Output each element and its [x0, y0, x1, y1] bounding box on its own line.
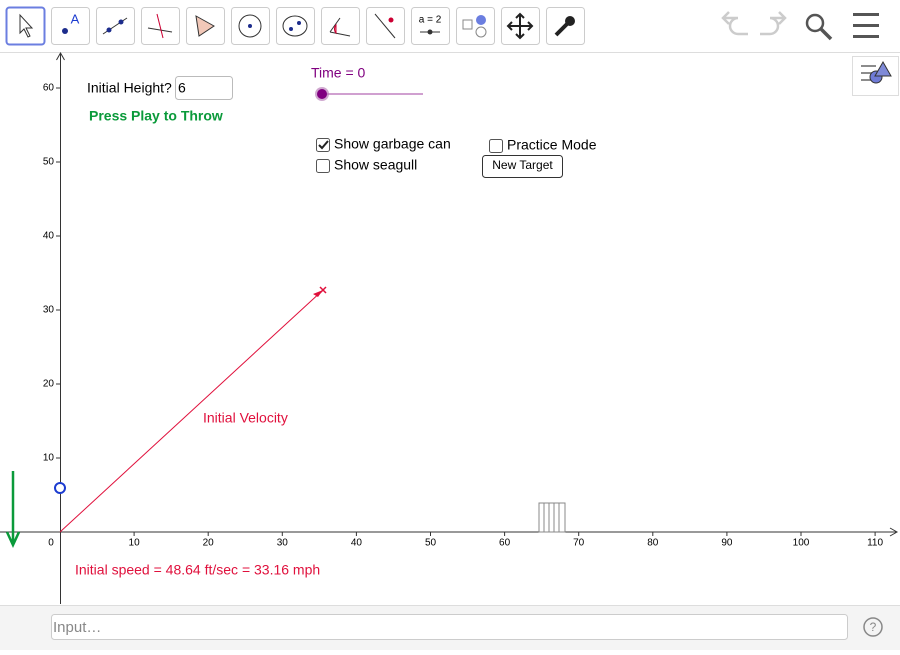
x-tick-label: 60: [499, 538, 511, 549]
y-tick-label: 20: [43, 379, 55, 390]
icon-part: [238, 14, 262, 38]
x-tick-label: 10: [129, 538, 141, 549]
icon-part: [329, 17, 351, 37]
checkbox-label[interactable]: Practice Mode: [507, 137, 597, 153]
icon-part: [195, 15, 215, 37]
new-target-button[interactable]: [482, 155, 563, 178]
y-tick-label: 60: [43, 83, 55, 94]
tool-icon: [238, 14, 262, 38]
vector-endpoint[interactable]: [319, 286, 327, 294]
gravity-arrow: [5, 471, 21, 548]
icon-part: [62, 28, 68, 34]
checkbox-label[interactable]: Show seagull: [334, 157, 417, 173]
checkbox-label[interactable]: Show garbage can: [334, 136, 451, 152]
checkbox[interactable]: [316, 138, 330, 152]
tool-group: A: [5, 6, 585, 46]
speed-text: Initial speed = 48.64 ft/sec = 33.16 mph: [75, 562, 320, 578]
icon-part: [554, 22, 569, 37]
search[interactable]: [805, 13, 833, 41]
velocity-vector: [59, 289, 324, 533]
tool-icon: [282, 15, 308, 37]
x-tick-label: 20: [203, 538, 215, 549]
icon-part: [427, 29, 433, 35]
y-axis-arrow: [56, 51, 65, 61]
tool-icon: [420, 29, 440, 35]
x-tick-label: 80: [647, 538, 659, 549]
ball[interactable]: [54, 482, 66, 494]
icon-part: [248, 24, 252, 28]
tool-button[interactable]: [411, 7, 450, 45]
axis-ticks: 0 10 20 30 40 50 60 70 80 90 100 110 10 20 30 40 50 60: [43, 83, 884, 549]
style-bar-toggle[interactable]: [852, 56, 899, 96]
redo[interactable]: [760, 11, 787, 36]
x-axis-arrow: [889, 527, 899, 537]
tool-icon: [506, 12, 534, 40]
x-tick-label: 0: [48, 538, 54, 549]
icon-part: [118, 19, 124, 25]
svg-text:?: ?: [870, 620, 877, 634]
y-tick-label: 30: [43, 305, 55, 316]
undo[interactable]: [721, 11, 748, 36]
tool-icon: [147, 13, 173, 39]
tool-icon: [195, 15, 215, 37]
icon-part: [282, 15, 308, 37]
time-slider-knob[interactable]: [317, 89, 327, 99]
y-tick-label: 40: [43, 231, 55, 242]
tool-icon: [19, 13, 34, 38]
tool-icon: [462, 15, 487, 38]
tool-icon: A: [62, 11, 80, 34]
new-target-label[interactable]: New Target: [492, 158, 553, 172]
icon-part: A: [71, 11, 80, 26]
x-tick-label: 90: [721, 538, 733, 549]
checkbox[interactable]: [316, 159, 330, 173]
input-placeholder[interactable]: Input…: [53, 619, 101, 636]
icon-part: [476, 15, 486, 25]
press-play: Press Play to Throw: [89, 108, 223, 124]
y-tick-label: 10: [43, 453, 55, 464]
icon-part: [19, 13, 34, 38]
help-button[interactable]: ?: [863, 617, 883, 637]
tool-icon: [554, 16, 575, 37]
icon-part: [156, 13, 164, 39]
time-label: Time = 0: [311, 65, 366, 81]
menu[interactable]: [853, 13, 879, 38]
icon-part: [147, 27, 173, 33]
icon-part: [506, 12, 534, 40]
icon-part: [462, 19, 473, 30]
icon-part: [297, 21, 301, 25]
icon-part: [565, 16, 575, 26]
tool-button[interactable]: [456, 7, 495, 45]
input-field[interactable]: [51, 614, 848, 640]
checkbox-group: Show garbage can Show seagull Practice Mod…: [316, 136, 597, 173]
slider-tool-label: a = 2: [419, 15, 442, 26]
checkmark: [318, 140, 329, 150]
height-input[interactable]: [175, 76, 233, 100]
x-tick-label: 110: [867, 538, 883, 549]
icon-part: [475, 26, 487, 38]
tool-button[interactable]: [276, 7, 315, 45]
x-tick-label: 40: [351, 538, 363, 549]
vector-label: Initial Velocity: [203, 410, 288, 426]
icon-part: [374, 13, 396, 39]
garbage-can: [538, 502, 566, 533]
x-tick-label: 50: [425, 538, 437, 549]
x-tick-label: 70: [573, 538, 585, 549]
icon-part: [388, 17, 394, 23]
height-value[interactable]: 6: [178, 80, 186, 96]
tool-button[interactable]: [51, 7, 90, 45]
icon-part: [334, 23, 337, 35]
tool-icon: [329, 17, 351, 37]
icon-part: [289, 27, 293, 31]
icon-part: [106, 27, 112, 33]
x-tick-label: 30: [277, 538, 289, 549]
x-tick-label: 100: [793, 538, 810, 549]
y-tick-label: 50: [43, 157, 55, 168]
checkbox[interactable]: [489, 139, 503, 153]
tool-button[interactable]: [321, 7, 360, 45]
height-label: Initial Height?: [87, 80, 172, 96]
tool-icon: [374, 13, 396, 39]
tool-icon: [102, 17, 128, 35]
